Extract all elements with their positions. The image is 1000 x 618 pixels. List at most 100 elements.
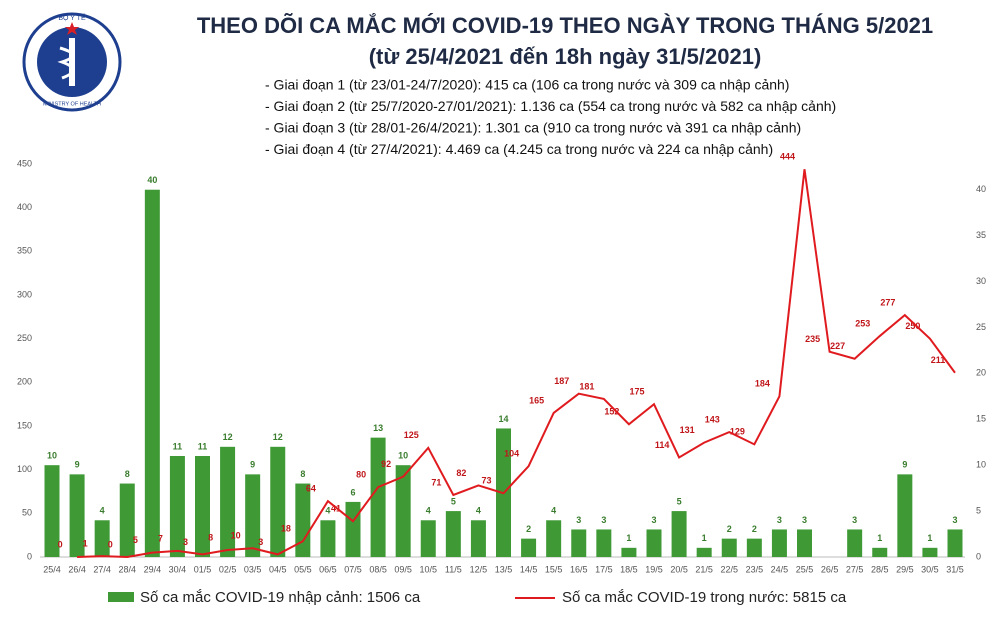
bar xyxy=(270,446,286,557)
line-label: 165 xyxy=(529,395,544,405)
bar-label: 8 xyxy=(300,469,305,479)
bar xyxy=(771,529,787,557)
bar xyxy=(295,483,311,557)
x-tick-label: 10/5 xyxy=(419,564,437,574)
line-label: 104 xyxy=(504,449,519,459)
x-tick-label: 30/5 xyxy=(921,564,939,574)
bar-label: 14 xyxy=(498,414,508,424)
x-tick-label: 04/5 xyxy=(269,564,287,574)
bar xyxy=(320,520,336,557)
x-tick-label: 29/5 xyxy=(896,564,914,574)
bar-label: 12 xyxy=(223,432,233,442)
line-label: 71 xyxy=(431,477,441,487)
bar-label: 9 xyxy=(902,460,907,470)
bar-label: 3 xyxy=(802,515,807,525)
line-label: 73 xyxy=(481,476,491,486)
x-tick-label: 24/5 xyxy=(771,564,789,574)
x-tick-label: 22/5 xyxy=(720,564,738,574)
line-label: 250 xyxy=(905,321,920,331)
x-tick-label: 26/4 xyxy=(68,564,86,574)
x-tick-label: 13/5 xyxy=(495,564,513,574)
bar xyxy=(922,547,938,557)
line-label: 143 xyxy=(705,414,720,424)
x-tick-label: 16/5 xyxy=(570,564,588,574)
bar-label: 3 xyxy=(601,515,606,525)
line-label: 18 xyxy=(281,524,291,534)
x-tick-label: 20/5 xyxy=(670,564,688,574)
logo-bottom: MINISTRY OF HEALTH xyxy=(43,101,101,107)
line-label: 152 xyxy=(604,407,619,417)
y2-tick-label: 40 xyxy=(976,184,986,194)
x-tick-label: 26/5 xyxy=(821,564,839,574)
bar xyxy=(470,520,486,557)
bar-label: 3 xyxy=(952,515,957,525)
bar xyxy=(395,465,411,557)
line-label: 10 xyxy=(231,531,241,541)
line-label: 8 xyxy=(208,532,213,542)
bar-label: 10 xyxy=(47,451,57,461)
legend-swatch xyxy=(108,592,134,602)
bar xyxy=(897,474,913,557)
x-tick-label: 18/5 xyxy=(620,564,638,574)
bar xyxy=(646,529,662,557)
bar xyxy=(245,474,261,557)
y2-tick-label: 5 xyxy=(976,505,981,515)
line-label: 253 xyxy=(855,318,870,328)
line-label: 444 xyxy=(780,152,795,162)
bar xyxy=(721,538,737,557)
bar-label: 9 xyxy=(75,460,80,470)
line-label: 235 xyxy=(805,334,820,344)
x-tick-label: 01/5 xyxy=(194,564,212,574)
bar-label: 11 xyxy=(173,441,183,451)
legend-label: Số ca mắc COVID-19 trong nước: 5815 ca xyxy=(562,589,847,606)
bar-label: 2 xyxy=(526,524,531,534)
bar xyxy=(596,529,612,557)
line-label: 64 xyxy=(306,483,316,493)
bar xyxy=(621,547,637,557)
y-tick-label: 450 xyxy=(17,158,32,168)
chart-subtitle: (từ 25/4/2021 đến 18h ngày 31/5/2021) xyxy=(369,44,762,69)
bar-label: 5 xyxy=(677,496,682,506)
legend-label: Số ca mắc COVID-19 nhập cảnh: 1506 ca xyxy=(140,589,421,606)
bar xyxy=(947,529,963,557)
y-tick-label: 300 xyxy=(17,289,32,299)
bar xyxy=(847,529,863,557)
line-label: 3 xyxy=(183,537,188,547)
bar-label: 4 xyxy=(100,506,105,516)
y-tick-label: 350 xyxy=(17,246,32,256)
bar xyxy=(546,520,562,557)
x-tick-label: 08/5 xyxy=(369,564,387,574)
line-label: 187 xyxy=(554,376,569,386)
y-tick-label: 150 xyxy=(17,420,32,430)
line xyxy=(77,169,956,559)
y2-tick-label: 0 xyxy=(976,551,981,561)
y2-tick-label: 35 xyxy=(976,230,986,240)
x-tick-label: 15/5 xyxy=(545,564,563,574)
x-tick-label: 19/5 xyxy=(645,564,663,574)
line-label: 131 xyxy=(680,425,695,435)
bar xyxy=(521,538,537,557)
x-tick-label: 11/5 xyxy=(445,564,462,574)
x-tick-label: 03/5 xyxy=(244,564,262,574)
bar xyxy=(44,465,60,557)
bar xyxy=(746,538,762,557)
x-tick-label: 28/4 xyxy=(118,564,136,574)
y2-tick-label: 20 xyxy=(976,368,986,378)
y-tick-label: 200 xyxy=(17,377,32,387)
x-tick-label: 31/5 xyxy=(946,564,964,574)
line-label: 125 xyxy=(404,430,419,440)
bar-label: 3 xyxy=(576,515,581,525)
bar xyxy=(220,446,236,557)
note: - Giai đoạn 3 (từ 28/01-26/4/2021): 1.30… xyxy=(265,120,801,136)
x-tick-label: 29/4 xyxy=(144,564,162,574)
bar xyxy=(119,483,135,557)
x-tick-label: 27/4 xyxy=(93,564,111,574)
y-tick-label: 50 xyxy=(22,508,32,518)
bar-label: 6 xyxy=(350,487,355,497)
bar-label: 3 xyxy=(852,515,857,525)
x-tick-label: 12/5 xyxy=(470,564,488,574)
bar-label: 3 xyxy=(777,515,782,525)
y2-tick-label: 25 xyxy=(976,322,986,332)
bar xyxy=(144,189,160,558)
